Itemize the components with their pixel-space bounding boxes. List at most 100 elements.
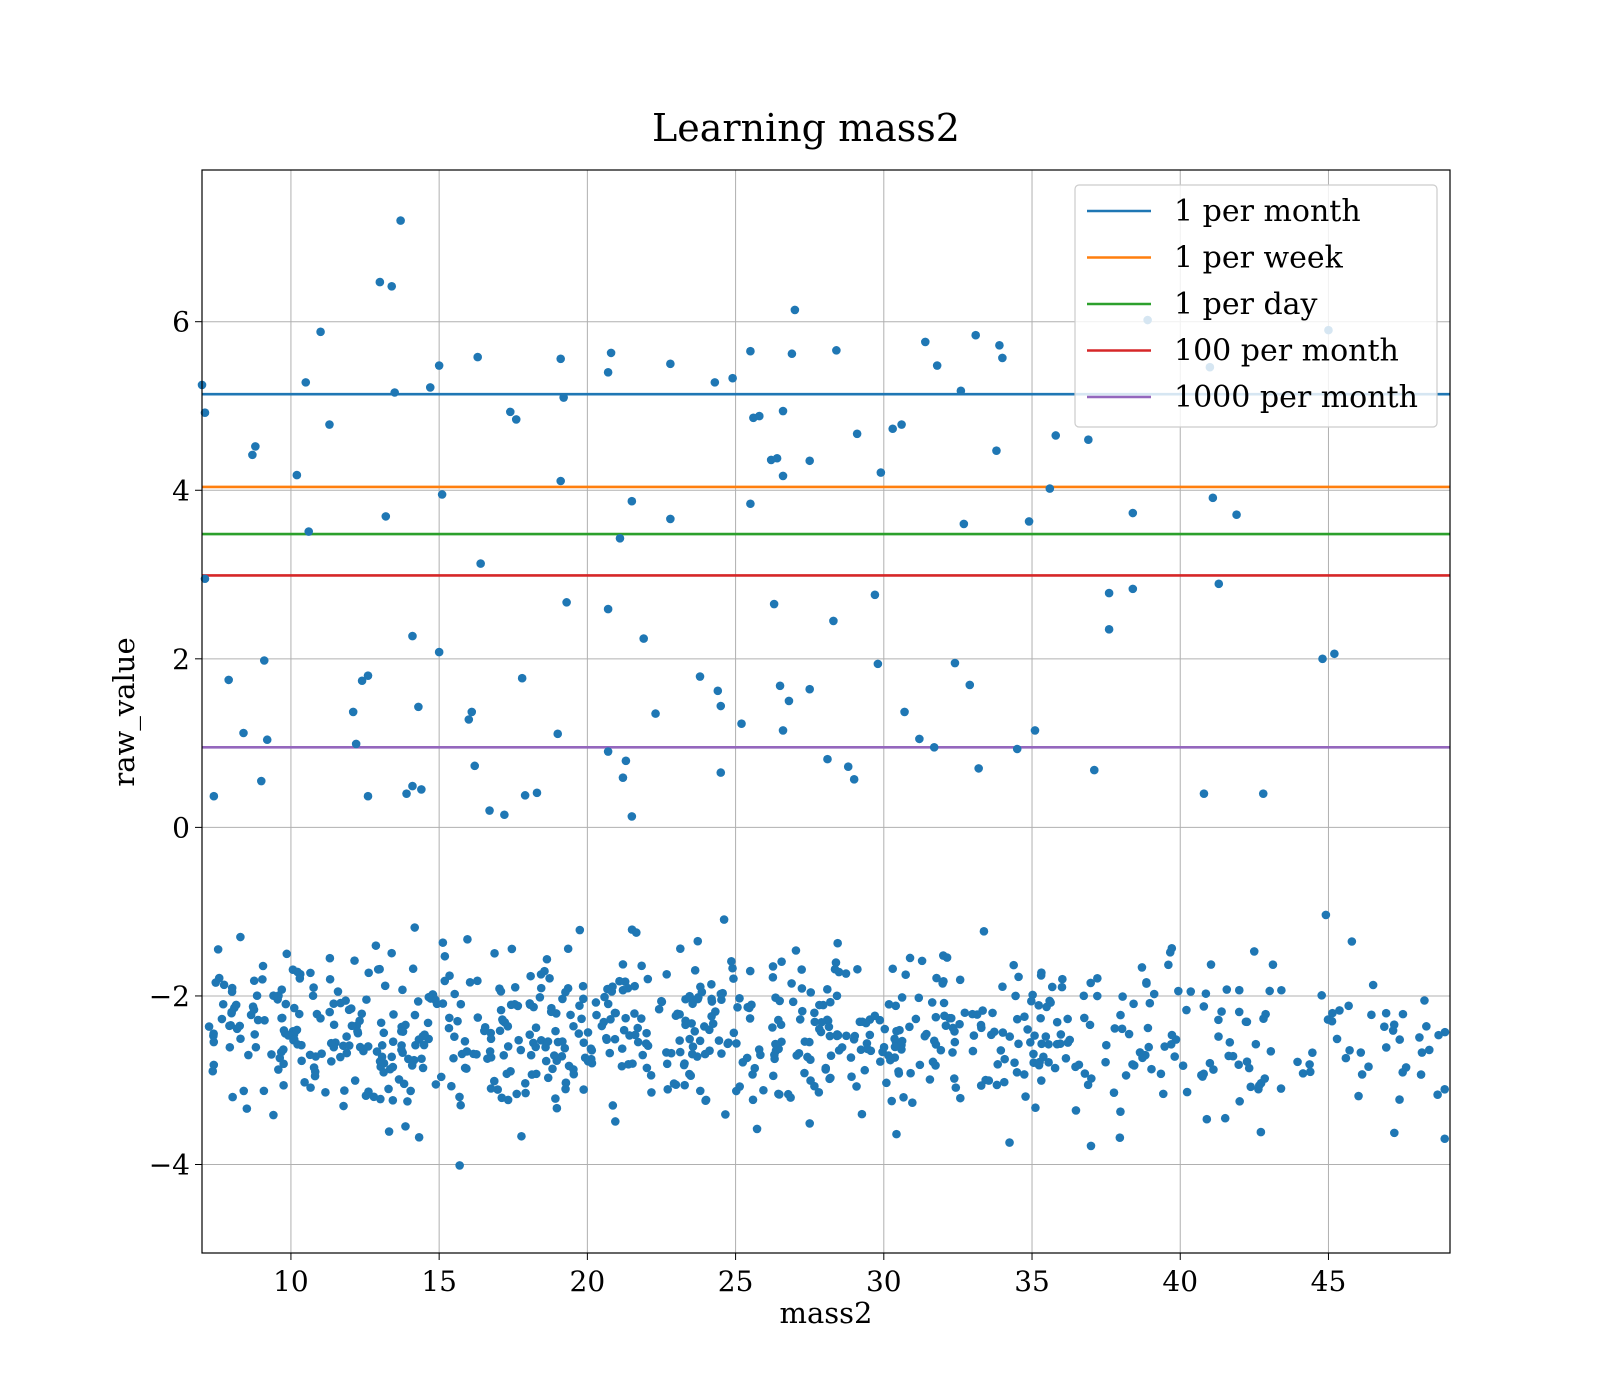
data-point bbox=[385, 1064, 395, 1074]
data-point bbox=[630, 1030, 640, 1040]
data-point bbox=[546, 1007, 556, 1017]
data-point bbox=[908, 1098, 917, 1107]
data-point bbox=[558, 1037, 567, 1046]
data-point bbox=[209, 1060, 219, 1070]
data-point bbox=[617, 1061, 627, 1071]
x-tick-label: 40 bbox=[1162, 1265, 1198, 1298]
data-point bbox=[556, 354, 565, 364]
data-point bbox=[579, 1038, 589, 1047]
data-point bbox=[815, 1000, 824, 1010]
data-point bbox=[642, 1063, 652, 1073]
data-point bbox=[1367, 1010, 1376, 1020]
data-point bbox=[1234, 1060, 1243, 1070]
data-point bbox=[1425, 1045, 1434, 1055]
data-point bbox=[950, 1037, 960, 1047]
data-point bbox=[425, 383, 435, 392]
data-point bbox=[387, 282, 397, 291]
data-point bbox=[784, 696, 794, 706]
data-point bbox=[920, 1031, 930, 1041]
data-point bbox=[603, 747, 613, 756]
data-point bbox=[1061, 1053, 1071, 1063]
data-point bbox=[928, 1057, 938, 1067]
legend-label: 100 per month bbox=[1174, 334, 1399, 369]
data-point bbox=[438, 938, 448, 947]
data-point bbox=[380, 981, 390, 991]
data-point bbox=[914, 993, 924, 1003]
data-point bbox=[1128, 508, 1138, 518]
data-point bbox=[771, 1039, 780, 1049]
data-point bbox=[852, 1082, 861, 1091]
data-point bbox=[666, 514, 675, 524]
data-point bbox=[936, 1045, 946, 1055]
data-point bbox=[693, 936, 703, 946]
data-point bbox=[1416, 1070, 1426, 1079]
data-point bbox=[647, 1088, 656, 1097]
data-point bbox=[353, 1027, 362, 1036]
data-point bbox=[1109, 1088, 1119, 1097]
data-point bbox=[949, 1074, 959, 1083]
data-point bbox=[485, 806, 494, 815]
data-point bbox=[998, 353, 1007, 363]
data-point bbox=[1027, 996, 1036, 1006]
data-point bbox=[624, 1059, 633, 1069]
data-point bbox=[1258, 789, 1268, 798]
data-point bbox=[401, 1020, 410, 1030]
data-point bbox=[976, 1081, 986, 1090]
data-point bbox=[575, 1001, 584, 1010]
data-point bbox=[643, 974, 653, 984]
data-point bbox=[637, 961, 646, 971]
data-point bbox=[857, 1109, 867, 1119]
data-point bbox=[549, 1051, 559, 1060]
data-point bbox=[460, 1036, 470, 1046]
data-point bbox=[575, 925, 585, 935]
data-point bbox=[1102, 1040, 1111, 1050]
data-point bbox=[200, 408, 210, 418]
data-point bbox=[329, 999, 338, 1009]
data-point bbox=[1084, 435, 1093, 444]
data-point bbox=[592, 1010, 601, 1020]
data-point bbox=[1328, 1008, 1337, 1018]
data-point bbox=[347, 1021, 357, 1031]
data-point bbox=[1356, 1048, 1366, 1057]
data-point bbox=[778, 471, 788, 481]
data-point bbox=[540, 966, 549, 976]
data-point bbox=[846, 1053, 856, 1062]
data-point bbox=[610, 1034, 620, 1044]
data-point bbox=[745, 966, 755, 976]
data-point bbox=[1083, 1080, 1093, 1090]
data-point bbox=[1199, 1069, 1209, 1079]
data-point bbox=[927, 998, 937, 1007]
data-point bbox=[939, 998, 949, 1008]
data-point bbox=[224, 675, 233, 685]
data-point bbox=[608, 982, 617, 991]
data-point bbox=[905, 953, 915, 963]
data-point bbox=[969, 1031, 979, 1040]
data-point bbox=[497, 1093, 507, 1103]
data-point bbox=[707, 980, 716, 989]
data-point bbox=[1347, 937, 1357, 946]
data-point bbox=[774, 1089, 783, 1099]
data-point bbox=[611, 1008, 620, 1018]
data-point bbox=[1305, 1060, 1314, 1069]
data-point bbox=[1170, 1052, 1180, 1061]
data-point bbox=[772, 453, 782, 463]
data-point bbox=[1167, 944, 1177, 953]
data-point bbox=[316, 327, 325, 337]
data-point bbox=[351, 739, 361, 749]
data-point bbox=[279, 1081, 288, 1090]
data-point bbox=[917, 956, 927, 966]
data-point bbox=[496, 987, 506, 996]
data-point bbox=[1293, 1057, 1302, 1067]
data-point bbox=[865, 1030, 875, 1040]
data-point bbox=[929, 1036, 939, 1046]
data-point bbox=[536, 1036, 546, 1045]
data-point bbox=[384, 1127, 394, 1136]
data-point bbox=[1063, 1038, 1073, 1047]
data-point bbox=[408, 631, 417, 641]
data-point bbox=[723, 1039, 732, 1049]
data-point bbox=[413, 997, 423, 1006]
data-point bbox=[1217, 1007, 1226, 1016]
data-point bbox=[1206, 960, 1216, 969]
data-point bbox=[1089, 765, 1099, 775]
data-point bbox=[759, 1085, 768, 1095]
